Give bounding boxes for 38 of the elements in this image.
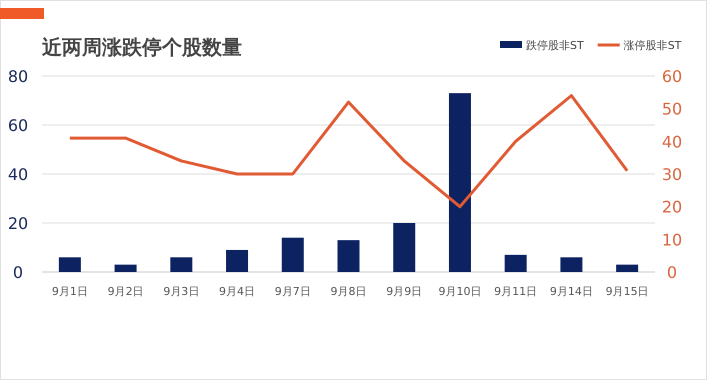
legend-label: 跌停股非ST [526,39,584,52]
y-tick-label: 80 [8,67,28,86]
x-tick-label: 9月7日 [274,285,311,298]
x-tick-label: 9月11日 [494,285,538,298]
x-tick-label: 9月15日 [606,285,649,298]
bar [560,257,582,272]
x-tick-label: 9月10日 [438,285,482,298]
x-tick-label: 9月1日 [52,285,88,298]
y2-tick-label: 0 [666,263,678,282]
y-tick-label: 40 [8,165,28,184]
x-tick-label: 9月9日 [386,285,422,298]
line-series [68,94,629,208]
y2-tick-label: 20 [662,198,682,217]
y2-tick-label: 10 [662,230,682,250]
bar [448,93,471,272]
legend-label: 涨停股非ST [624,39,682,52]
x-tick-label: 9月3日 [163,285,200,298]
y2-tick-label: 60 [662,67,682,86]
x-tick-label: 9月4日 [219,285,256,298]
x-tick-label: 9月8日 [330,285,366,298]
bar [114,264,137,272]
y2-tick-label: 40 [662,132,682,152]
y2-tick-label: 50 [662,100,682,119]
bar [616,264,638,272]
y-tick-label: 0 [12,263,24,282]
bar [338,240,360,272]
bar [393,223,416,272]
bar [226,250,248,272]
x-tick-label: 9月14日 [550,285,593,298]
bar [504,254,527,272]
bar [58,257,81,272]
y-tick-label: 20 [8,214,28,233]
y2-tick-label: 30 [662,165,682,184]
bar [170,257,192,272]
y-tick-label: 60 [8,116,28,135]
x-tick-label: 9月2日 [108,285,144,298]
chart-title: 近两周涨跌停个股数量 [41,35,242,59]
bar [282,238,304,272]
